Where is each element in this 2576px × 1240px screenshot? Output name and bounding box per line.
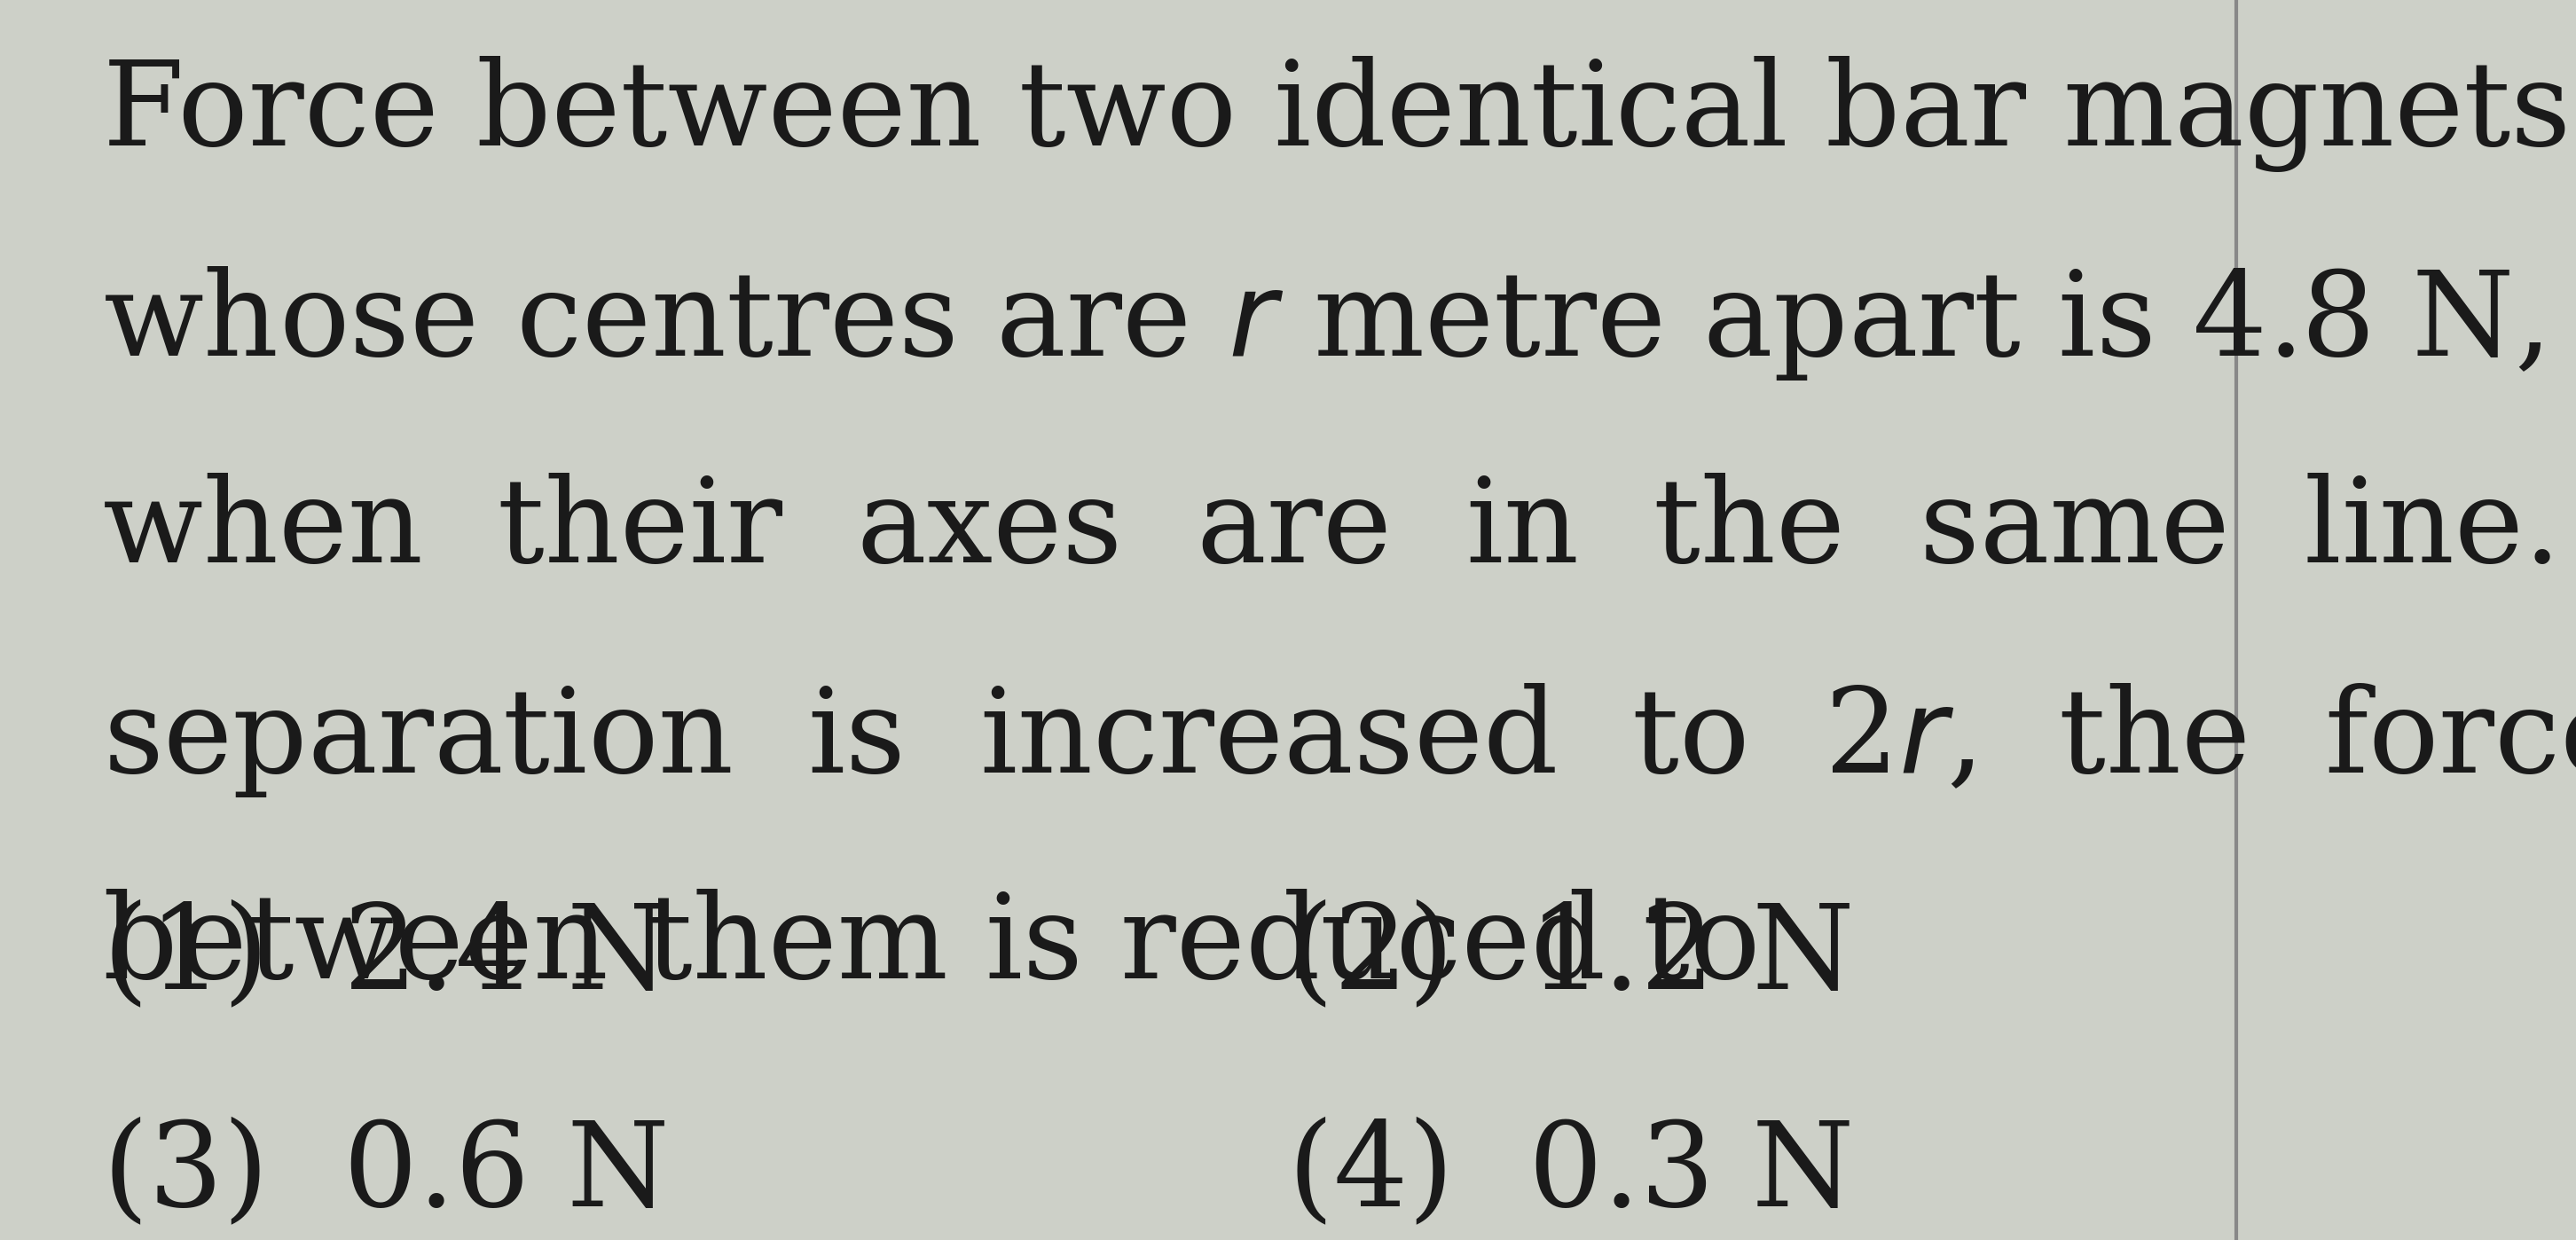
Text: whose centres are $r$ metre apart is 4.8 N,: whose centres are $r$ metre apart is 4.8… [103,264,2543,382]
Text: separation  is  increased  to  2$r$,  the  forced: separation is increased to 2$r$, the for… [103,681,2576,799]
Text: (1)  2.4 N: (1) 2.4 N [103,899,670,1013]
Text: when  their  axes  are  in  the  same  line.  If: when their axes are in the same line. If [103,472,2576,587]
Text: between them is reduced to: between them is reduced to [103,889,1759,1003]
Text: Force between two identical bar magnets: Force between two identical bar magnets [103,56,2571,172]
Text: (4)  0.3 N: (4) 0.3 N [1288,1116,1855,1230]
Text: (3)  0.6 N: (3) 0.6 N [103,1116,670,1230]
Text: (2)  1.2 N: (2) 1.2 N [1288,899,1855,1013]
